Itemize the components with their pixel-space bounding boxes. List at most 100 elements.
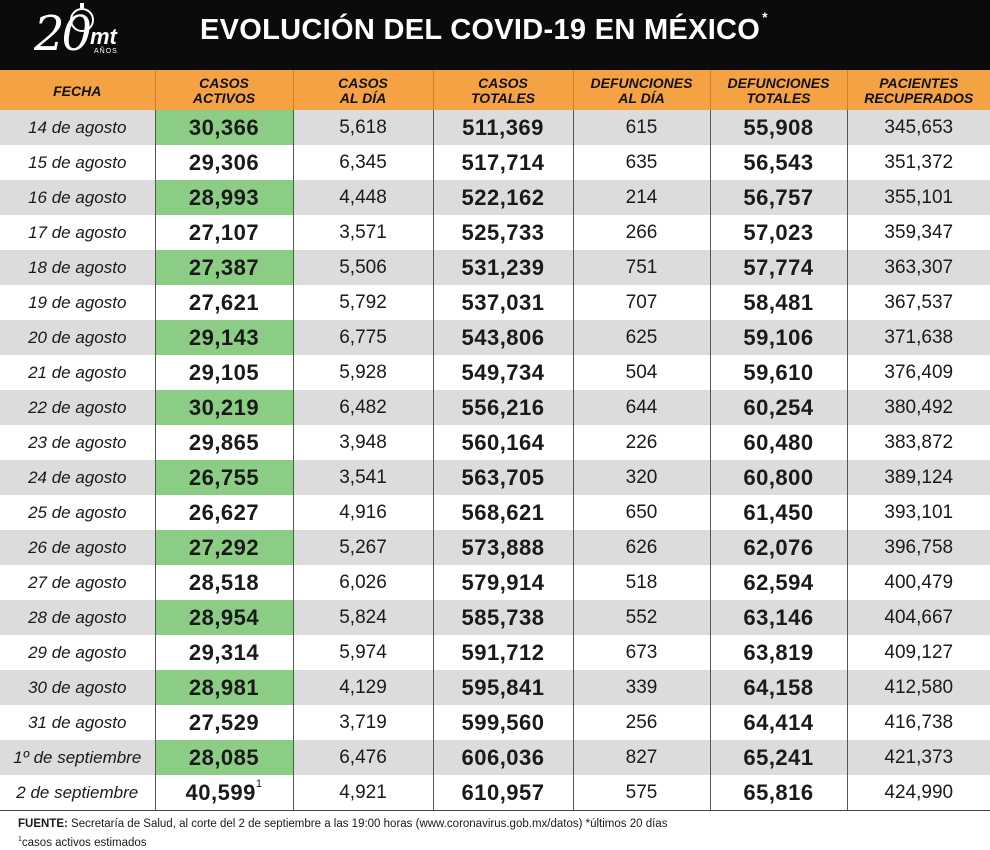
active-cases-cell: 27,387 (154, 250, 293, 285)
date-cell-value: 22 de agosto (28, 397, 127, 417)
date-cell-value: 14 de agosto (28, 117, 127, 137)
total-deaths-cell: 56,543 (709, 145, 847, 180)
daily-cases-cell-value: 6,775 (339, 326, 387, 348)
recovered-cell: 359,347 (846, 215, 990, 250)
covid-table: FECHA CASOS ACTIVOS CASOS AL DÍA CASOS TOTALES… (0, 70, 990, 810)
recovered-cell: 396,758 (846, 530, 990, 565)
daily-deaths-cell: 827 (572, 740, 710, 775)
table-row: 29 de agosto 29,314 5,974 591,712 673 63,819 4… (0, 635, 990, 670)
daily-deaths-cell-value: 575 (625, 781, 658, 803)
recovered-cell: 409,127 (846, 635, 990, 670)
column-header-line: DEFUNCIONES (590, 75, 693, 91)
total-deaths-cell-value: 65,816 (743, 779, 814, 805)
daily-deaths-cell: 615 (572, 110, 710, 145)
recovered-cell: 421,373 (846, 740, 990, 775)
daily-cases-cell: 5,618 (292, 110, 433, 145)
total-cases-cell: 563,705 (432, 460, 573, 495)
date-cell: 29 de agosto (0, 635, 155, 670)
column-header-line: ACTIVOS (192, 90, 256, 106)
total-deaths-cell-value: 62,076 (743, 534, 814, 560)
recovered-cell-value: 363,307 (884, 256, 954, 278)
daily-deaths-cell-value: 256 (625, 711, 658, 733)
daily-deaths-cell-value: 339 (625, 676, 658, 698)
total-deaths-cell-value: 64,158 (743, 674, 814, 700)
total-deaths-cell: 57,023 (709, 215, 847, 250)
recovered-cell-value: 371,638 (884, 326, 954, 348)
table-row: 27 de agosto 28,518 6,026 579,914 518 62,594 4… (0, 565, 990, 600)
total-deaths-cell: 60,480 (709, 425, 847, 460)
daily-deaths-cell-value: 226 (625, 431, 658, 453)
recovered-cell: 345,653 (846, 110, 990, 145)
total-deaths-cell: 63,146 (709, 600, 847, 635)
active-cases-cell: 27,107 (154, 215, 293, 250)
total-cases-cell: 549,734 (432, 355, 573, 390)
table-row: 30 de agosto 28,981 4,129 595,841 339 64,158 4… (0, 670, 990, 705)
total-deaths-cell: 63,819 (709, 635, 847, 670)
recovered-cell: 355,101 (846, 180, 990, 215)
daily-cases-cell-value: 5,792 (339, 291, 387, 313)
column-header: FECHA (0, 70, 155, 110)
daily-cases-cell: 6,476 (292, 740, 433, 775)
table-row: 21 de agosto 29,105 5,928 549,734 504 59,610 3… (0, 355, 990, 390)
daily-cases-cell-value: 3,571 (339, 221, 387, 243)
total-deaths-cell: 59,106 (709, 320, 847, 355)
active-cases-cell: 29,314 (154, 635, 293, 670)
date-cell-value: 30 de agosto (28, 677, 127, 697)
recovered-cell: 371,638 (846, 320, 990, 355)
daily-cases-cell: 3,571 (292, 215, 433, 250)
daily-deaths-cell: 214 (572, 180, 710, 215)
column-header-line: AL DÍA (339, 90, 387, 106)
total-cases-cell-value: 537,031 (461, 289, 545, 315)
total-cases-cell: 573,888 (432, 530, 573, 565)
total-deaths-cell: 57,774 (709, 250, 847, 285)
recovered-cell: 383,872 (846, 425, 990, 460)
date-cell-value: 2 de septiembre (16, 782, 139, 802)
total-deaths-cell: 64,158 (709, 670, 847, 705)
daily-deaths-cell-value: 266 (625, 221, 658, 243)
active-cases-cell-value: 29,306 (188, 149, 260, 175)
table-row: 20 de agosto 29,143 6,775 543,806 625 59,106 3… (0, 320, 990, 355)
table-row: 31 de agosto 27,529 3,719 599,560 256 64,414 4… (0, 705, 990, 740)
column-header-row: FECHA CASOS ACTIVOS CASOS AL DÍA CASOS TOTALES… (0, 70, 990, 110)
recovered-cell-value: 404,667 (884, 606, 954, 628)
total-deaths-cell-value: 61,450 (743, 499, 814, 525)
recovered-cell-value: 345,653 (884, 116, 954, 138)
date-cell: 15 de agosto (0, 145, 155, 180)
total-cases-cell-value: 606,036 (461, 744, 545, 770)
column-header-line: CASOS (478, 75, 528, 91)
active-cases-cell: 28,518 (154, 565, 293, 600)
total-deaths-cell: 65,816 (709, 775, 847, 810)
recovered-cell-value: 351,372 (884, 151, 954, 173)
date-cell-value: 20 de agosto (28, 327, 127, 347)
recovered-cell: 400,479 (846, 565, 990, 600)
date-cell: 22 de agosto (0, 390, 155, 425)
total-cases-cell-value: 517,714 (461, 149, 545, 175)
recovered-cell-value: 376,409 (884, 361, 954, 383)
date-cell-value: 25 de agosto (28, 502, 127, 522)
active-cases-cell: 29,143 (154, 320, 293, 355)
date-cell-value: 23 de agosto (28, 432, 127, 452)
active-cases-cell: 30,219 (154, 390, 293, 425)
table-row: 2 de septiembre 40,5991 4,921 610,957 575 65,… (0, 775, 990, 810)
total-cases-cell: 543,806 (432, 320, 573, 355)
date-cell: 1º de septiembre (0, 740, 155, 775)
daily-deaths-cell: 226 (572, 425, 710, 460)
total-deaths-cell-value: 60,800 (743, 464, 814, 490)
table-row: 28 de agosto 28,954 5,824 585,738 552 63,146 4… (0, 600, 990, 635)
date-cell-value: 1º de septiembre (13, 747, 142, 767)
daily-deaths-cell-value: 673 (625, 641, 658, 663)
date-cell-value: 24 de agosto (28, 467, 127, 487)
daily-deaths-cell: 339 (572, 670, 710, 705)
recovered-cell-value: 416,738 (884, 711, 954, 733)
recovered-cell: 424,990 (846, 775, 990, 810)
total-deaths-cell-value: 64,414 (743, 709, 814, 735)
active-cases-cell-value: 28,981 (188, 674, 260, 700)
active-cases-cell-value: 26,627 (188, 499, 260, 525)
total-deaths-cell-value: 63,819 (743, 639, 814, 665)
daily-cases-cell: 6,345 (292, 145, 433, 180)
daily-deaths-cell: 266 (572, 215, 710, 250)
total-deaths-cell: 65,241 (709, 740, 847, 775)
daily-cases-cell-value: 6,026 (339, 571, 387, 593)
total-deaths-cell: 60,254 (709, 390, 847, 425)
daily-cases-cell: 5,267 (292, 530, 433, 565)
